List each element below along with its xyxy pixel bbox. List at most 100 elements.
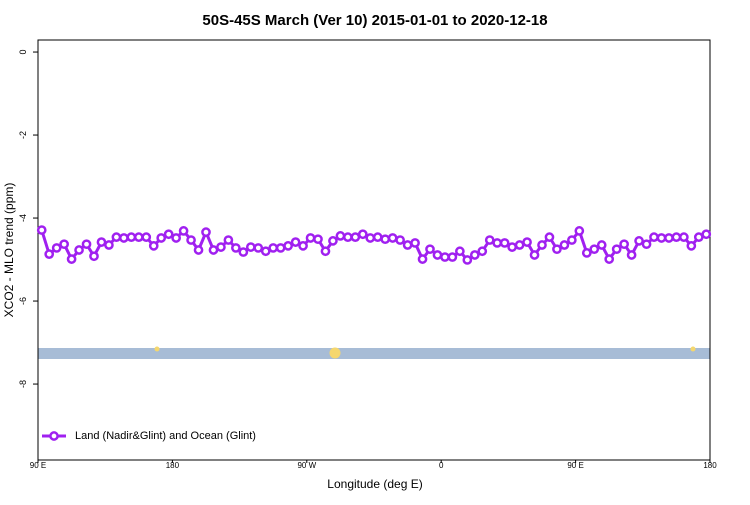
data-point <box>664 233 674 243</box>
data-point <box>417 254 428 264</box>
data-point <box>402 240 413 250</box>
data-point <box>559 240 570 250</box>
data-point <box>320 246 331 257</box>
data-point <box>410 238 420 248</box>
data-point <box>260 246 271 257</box>
data-point <box>455 246 465 257</box>
data-point <box>119 233 129 243</box>
data-point <box>36 225 47 235</box>
data-point <box>432 250 443 260</box>
data-point <box>238 247 249 257</box>
marker-dot <box>329 347 341 359</box>
data-point <box>499 238 510 248</box>
data-point <box>641 239 652 250</box>
y-tick-label: -2 <box>18 131 28 139</box>
data-point <box>201 227 211 238</box>
data-point <box>693 232 704 242</box>
data-point <box>208 245 219 255</box>
data-point <box>589 244 600 255</box>
data-point <box>156 233 167 243</box>
chart-title: 50S-45S March (Ver 10) 2015-01-01 to 202… <box>202 12 547 29</box>
data-point <box>537 240 547 250</box>
legend-marker <box>49 431 59 441</box>
data-point <box>216 242 226 252</box>
data-point <box>253 243 264 253</box>
data-point <box>387 233 398 243</box>
data-point <box>223 235 234 245</box>
data-point <box>671 232 682 242</box>
data-point <box>357 229 368 240</box>
legend-label: Land (Nadir&Glint) and Ocean (Glint) <box>75 430 256 442</box>
data-point <box>268 243 279 253</box>
data-point <box>619 239 629 250</box>
data-point <box>96 237 107 247</box>
data-point <box>335 231 346 241</box>
data-point <box>193 245 204 255</box>
data-point <box>656 233 667 243</box>
data-point <box>425 244 435 255</box>
data-point <box>484 235 495 245</box>
plot-frame <box>37 39 711 461</box>
data-point <box>522 237 532 247</box>
data-point <box>178 226 189 236</box>
data-point <box>305 233 316 243</box>
data-point <box>380 234 391 245</box>
data-point <box>529 250 540 260</box>
data-point <box>552 244 562 255</box>
data-point <box>686 240 697 251</box>
data-point <box>343 232 353 242</box>
data-point <box>141 232 152 242</box>
data-point <box>313 234 323 245</box>
surface-band <box>38 348 710 359</box>
data-point <box>395 235 405 245</box>
data-point <box>111 232 122 242</box>
marker-dot <box>690 346 696 352</box>
y-tick-label: -4 <box>18 214 28 222</box>
data-point <box>440 252 450 262</box>
y-tick-label: -8 <box>18 380 28 388</box>
data-point <box>89 251 99 262</box>
data-point <box>679 232 689 242</box>
data-point <box>626 250 637 260</box>
x-tick-label: 180 <box>703 461 717 470</box>
data-point <box>567 235 577 245</box>
data-point <box>328 236 338 246</box>
data-point <box>514 240 525 250</box>
x-tick-label: 90 E <box>30 461 46 470</box>
marker-dot <box>154 346 160 352</box>
data-point <box>148 240 159 251</box>
data-point <box>469 250 480 260</box>
y-tick-label: -6 <box>18 297 28 305</box>
plot-layer: 0 -2 -4 -6 -8 90 E 180 90 W 0 90 E 180 Land (Nadir&… <box>18 50 717 470</box>
data-point <box>163 229 174 240</box>
data-point <box>81 239 92 250</box>
data-point <box>186 235 196 245</box>
data-point <box>231 243 241 253</box>
data-point <box>611 244 622 255</box>
data-point <box>171 233 181 243</box>
data-point <box>283 240 293 251</box>
data-point <box>701 229 712 240</box>
x-tick-label: 180 <box>166 461 180 470</box>
data-point <box>104 240 114 250</box>
data-point <box>372 232 383 242</box>
data-point <box>245 242 256 252</box>
data-point <box>51 243 62 253</box>
data-point <box>44 249 55 260</box>
data-point <box>350 232 361 242</box>
data-point <box>462 255 473 265</box>
data-point <box>544 232 555 242</box>
x-tick-label: 90 W <box>297 461 316 470</box>
x-tick-label: 0 <box>439 461 444 470</box>
data-point <box>74 245 84 255</box>
data-point <box>581 248 592 258</box>
data-point <box>275 243 286 253</box>
data-point <box>492 238 503 248</box>
x-tick-label: 90 E <box>567 461 583 470</box>
data-point <box>477 246 488 257</box>
data-point <box>574 226 585 236</box>
data-point <box>126 232 137 242</box>
y-axis-label: XCO2 - MLO trend (ppm) <box>2 183 16 318</box>
